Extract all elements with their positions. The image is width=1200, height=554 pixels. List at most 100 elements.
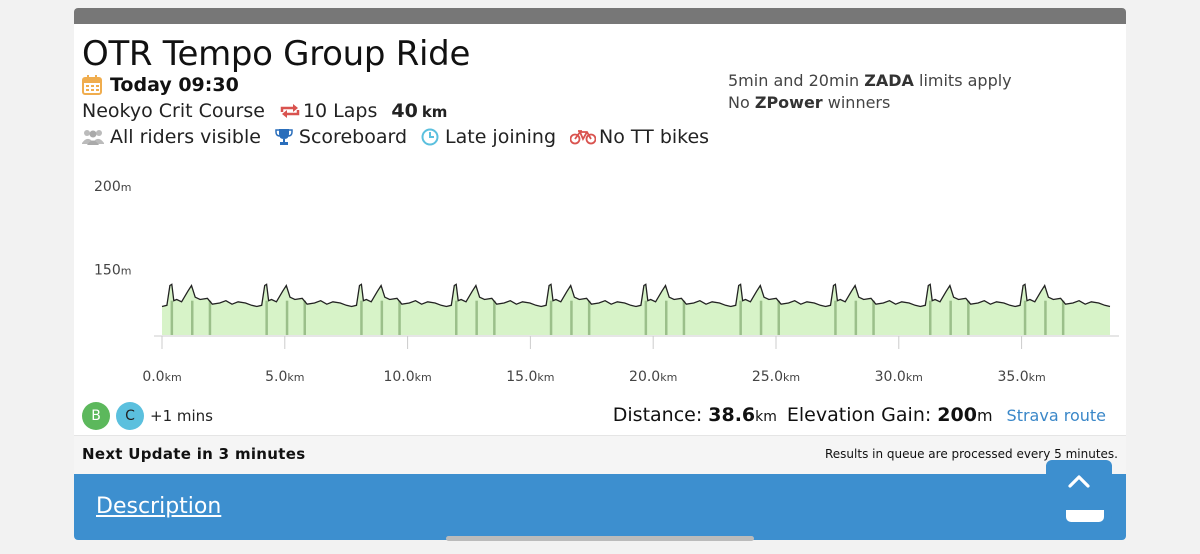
feature-late-join: Late joining bbox=[421, 126, 556, 148]
elevation-streak bbox=[1061, 300, 1065, 335]
event-limits: 5min and 20min ZADA limits apply No ZPow… bbox=[728, 70, 1012, 114]
elevation-value: 200 bbox=[937, 404, 977, 426]
x-tick-label: 15.0km bbox=[506, 369, 554, 385]
scroll-button-tab bbox=[1066, 510, 1104, 522]
elevation-streak bbox=[570, 300, 573, 335]
repeat-icon bbox=[280, 104, 300, 118]
event-distance: 40 km bbox=[391, 100, 447, 122]
card-top-bar bbox=[74, 8, 1126, 24]
elevation-streak bbox=[777, 300, 780, 335]
elevation-streak bbox=[208, 300, 212, 335]
description-section[interactable]: Description bbox=[74, 474, 1126, 540]
strava-route-link[interactable]: Strava route bbox=[1006, 406, 1106, 425]
event-route-row: Neokyo Crit Course 10 Laps 40 km bbox=[82, 100, 447, 122]
x-tick-label: 35.0km bbox=[997, 369, 1045, 385]
elevation-streak bbox=[303, 300, 306, 335]
description-link[interactable]: Description bbox=[96, 494, 222, 519]
distance-unit: km bbox=[755, 409, 777, 425]
elevation-streak bbox=[191, 300, 194, 335]
feature-bikes-label: No TT bikes bbox=[599, 126, 710, 148]
elevation-streak bbox=[170, 300, 174, 335]
feature-late-join-label: Late joining bbox=[445, 126, 557, 148]
elevation-streak bbox=[739, 300, 742, 335]
update-bar: Next Update in 3 minutes Results in queu… bbox=[74, 436, 1126, 474]
users-icon bbox=[82, 130, 104, 145]
event-distance-unit: km bbox=[421, 103, 448, 121]
chevron-up-icon bbox=[1068, 475, 1090, 488]
elevation-streak bbox=[854, 300, 858, 335]
y-tick-label: 200m bbox=[94, 179, 131, 195]
event-title: OTR Tempo Group Ride bbox=[82, 34, 471, 74]
feature-scoreboard: Scoreboard bbox=[275, 126, 407, 148]
limits-line-1: 5min and 20min ZADA limits apply bbox=[728, 70, 1012, 92]
laps-count: 10 Laps bbox=[302, 100, 378, 122]
elevation-streak bbox=[834, 300, 837, 335]
event-date-time: Today 09:30 bbox=[110, 74, 239, 96]
x-tick-label: 10.0km bbox=[383, 369, 431, 385]
bicycle-icon bbox=[570, 130, 597, 145]
category-c-badge: C bbox=[116, 402, 144, 430]
feature-bikes: No TT bikes bbox=[570, 126, 709, 148]
elevation-streak bbox=[549, 300, 553, 335]
elevation-streak bbox=[265, 300, 268, 335]
elevation-streak bbox=[929, 300, 932, 335]
distance-label: Distance: bbox=[612, 404, 703, 426]
feature-visibility-label: All riders visible bbox=[110, 126, 261, 148]
limits-line-2: No ZPower winners bbox=[728, 92, 1012, 114]
feature-visibility: All riders visible bbox=[82, 126, 261, 148]
elevation-streak bbox=[1023, 300, 1027, 335]
home-indicator bbox=[446, 536, 754, 541]
x-tick-label: 25.0km bbox=[752, 369, 800, 385]
x-tick-label: 20.0km bbox=[629, 369, 677, 385]
category-offset: +1 mins bbox=[150, 407, 213, 425]
x-tick-label: 30.0km bbox=[875, 369, 923, 385]
elevation-streak bbox=[644, 300, 648, 335]
event-date-row: Today 09:30 bbox=[82, 74, 239, 96]
x-tick-label: 0.0km bbox=[142, 369, 181, 385]
elevation-streaks bbox=[170, 300, 1065, 335]
elevation-chart: 200m 150m 0.0km 5.0km 10.0km 15.0km 20.0km 25.… bbox=[94, 179, 1119, 385]
calendar-icon bbox=[82, 75, 102, 95]
elevation-streak bbox=[872, 300, 875, 335]
elevation-streak bbox=[475, 300, 478, 335]
route-name: Neokyo Crit Course bbox=[82, 100, 265, 122]
event-features-row: All riders visible Scoreboard Late joini… bbox=[82, 126, 723, 148]
category-b-badge: B bbox=[82, 402, 110, 430]
elevation-streak bbox=[398, 300, 401, 335]
limits-line-2-prefix: No bbox=[728, 93, 755, 112]
elevation-streak bbox=[949, 300, 952, 335]
y-tick-label: 150m bbox=[94, 262, 131, 278]
limits-line-1-suffix: limits apply bbox=[913, 71, 1012, 90]
limits-line-1-bold: ZADA bbox=[864, 71, 914, 90]
next-update-text: Next Update in 3 minutes bbox=[82, 445, 306, 463]
elevation-streak bbox=[360, 300, 363, 335]
x-axis: 0.0km 5.0km 10.0km 15.0km 20.0km 25.0km 30.0km… bbox=[142, 336, 1046, 385]
elevation-streak bbox=[665, 300, 668, 335]
feature-scoreboard-label: Scoreboard bbox=[298, 126, 408, 148]
event-card: OTR Tempo Group Ride Today 09:30 Neokyo … bbox=[74, 8, 1126, 540]
y-axis: 200m 150m bbox=[94, 179, 131, 278]
elevation-streak bbox=[682, 300, 686, 335]
distance-value: 38.6 bbox=[708, 404, 756, 426]
elevation-streak bbox=[285, 300, 289, 335]
limits-line-2-bold: ZPower bbox=[754, 93, 823, 112]
elevation-streak bbox=[493, 300, 496, 335]
queue-info-text: Results in queue are processed every 5 m… bbox=[824, 447, 1118, 461]
elevation-streak bbox=[455, 300, 458, 335]
trophy-icon bbox=[275, 129, 293, 145]
divider bbox=[74, 435, 1126, 436]
elevation-label: Elevation Gain: bbox=[786, 404, 932, 426]
limits-line-2-suffix: winners bbox=[822, 93, 891, 112]
elevation-streak bbox=[967, 300, 970, 335]
event-distance-value: 40 bbox=[391, 100, 418, 122]
elevation-unit: m bbox=[976, 406, 993, 425]
elevation-line bbox=[161, 283, 1111, 308]
clock-icon bbox=[421, 128, 439, 146]
elevation-streak bbox=[380, 300, 384, 335]
elevation-streak bbox=[587, 300, 591, 335]
elevation-streak bbox=[759, 300, 763, 335]
x-tick-label: 5.0km bbox=[265, 369, 304, 385]
elevation-streak bbox=[1044, 300, 1047, 335]
limits-line-1-prefix: 5min and 20min bbox=[728, 71, 865, 90]
route-stats: Distance: 38.6 km Elevation Gain: 200 m … bbox=[613, 404, 1106, 426]
